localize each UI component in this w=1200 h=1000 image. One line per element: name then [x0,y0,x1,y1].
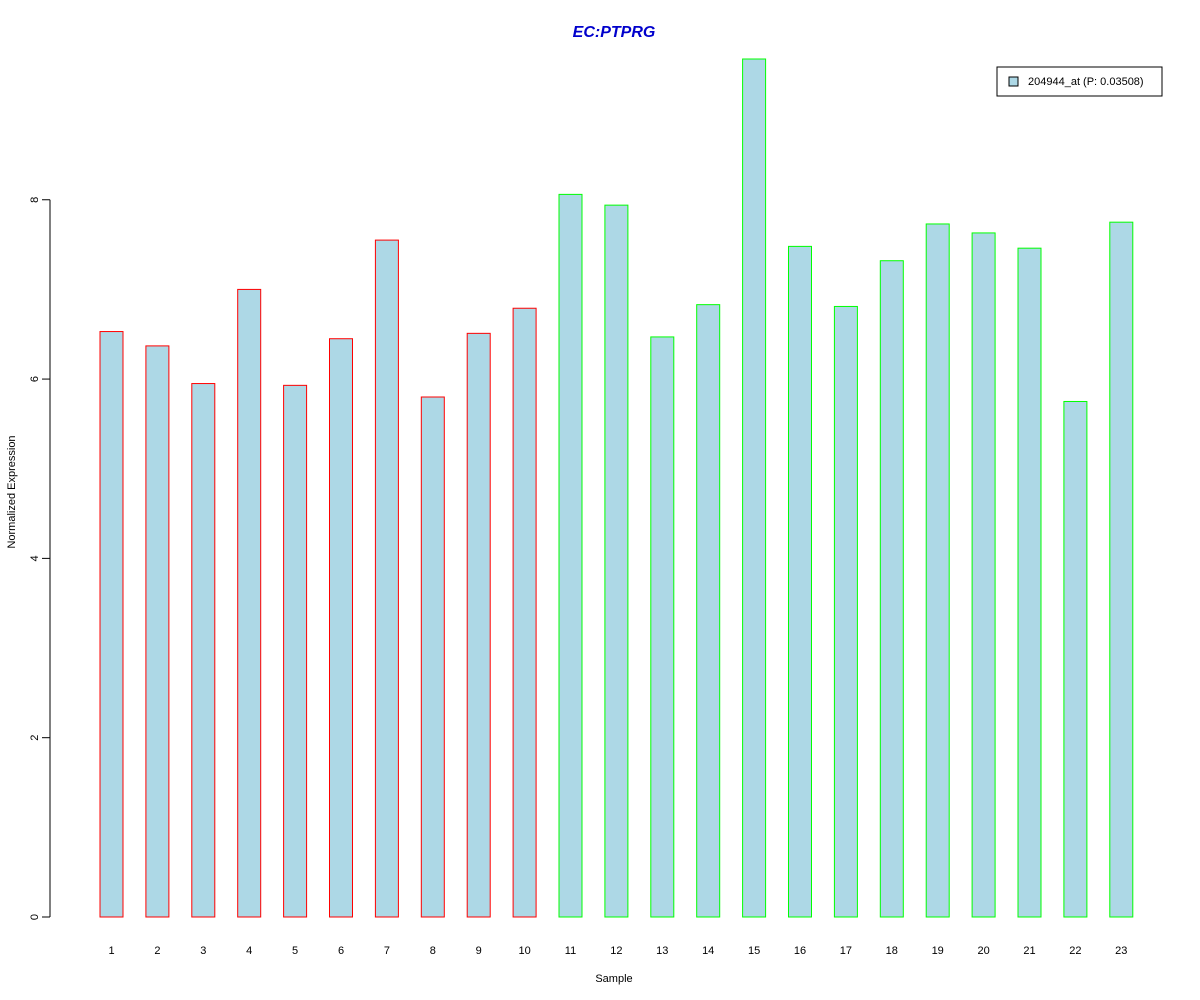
x-tick-label-8: 8 [430,945,436,957]
x-tick-label-10: 10 [518,945,530,957]
x-tick-label-14: 14 [702,945,714,957]
legend-entry-label: 204944_at (P: 0.03508) [1028,76,1144,88]
bar-sample-13 [650,336,675,918]
x-tick-label-17: 17 [840,945,852,957]
bar-sample-22 [1063,400,1088,918]
y-tick-label: 2 [29,735,41,741]
x-tick-label-1: 1 [108,945,114,957]
legend-box [996,66,1163,97]
x-tick-label-6: 6 [338,945,344,957]
bar-sample-14 [696,304,721,918]
x-tick-label-23: 23 [1115,945,1127,957]
legend: 204944_at (P: 0.03508) [996,66,1163,97]
x-tick-label-11: 11 [565,945,576,957]
x-tick-label-7: 7 [384,945,390,957]
bar-sample-16 [788,245,812,918]
bar-sample-17 [833,305,858,918]
bar-sample-4 [237,288,262,918]
x-tick-label-19: 19 [932,945,944,957]
bar-sample-11 [558,193,583,918]
y-tick-label: 8 [29,197,41,203]
y-axis: 0 2 4 6 8 [29,197,51,920]
x-tick-labels: 1 2 3 4 5 6 7 8 9 10 11 12 13 14 15 16 17 18 19 20 21 22 23 [108,945,1127,957]
legend-swatch [1008,76,1019,87]
y-tick-label: 4 [29,555,41,561]
bar-sample-19 [925,223,950,918]
x-tick-label-20: 20 [977,945,989,957]
chart-title: EC:PTPRG [573,24,656,41]
bars [99,58,1134,918]
x-tick-label-3: 3 [200,945,206,957]
bar-sample-12 [604,204,629,918]
x-tick-label-9: 9 [476,945,482,957]
bar-sample-20 [971,232,996,918]
x-tick-label-4: 4 [246,945,252,957]
x-tick-label-22: 22 [1069,945,1081,957]
bar-sample-2 [145,345,170,918]
x-axis-label: Sample [595,973,632,985]
bar-sample-15 [742,58,767,918]
bar-sample-9 [466,332,491,918]
bar-sample-10 [512,307,537,918]
bar-sample-3 [191,383,216,918]
x-tick-label-5: 5 [292,945,298,957]
y-tick-label: 0 [29,914,41,920]
y-axis-label: Normalized Expression [6,435,18,548]
bar-sample-21 [1017,247,1042,918]
x-tick-label-21: 21 [1023,945,1035,957]
bar-sample-18 [879,260,904,918]
x-tick-label-15: 15 [748,945,760,957]
x-tick-label-18: 18 [886,945,898,957]
x-tick-label-2: 2 [154,945,160,957]
x-tick-label-13: 13 [656,945,668,957]
y-tick-label: 6 [29,376,41,382]
x-tick-label-12: 12 [610,945,622,957]
x-tick-label-16: 16 [794,945,806,957]
bar-sample-5 [283,384,308,918]
bar-sample-23 [1109,221,1134,918]
bar-sample-8 [420,396,445,918]
bar-sample-6 [329,338,353,918]
bar-sample-7 [374,239,399,918]
bar-sample-1 [99,331,124,918]
